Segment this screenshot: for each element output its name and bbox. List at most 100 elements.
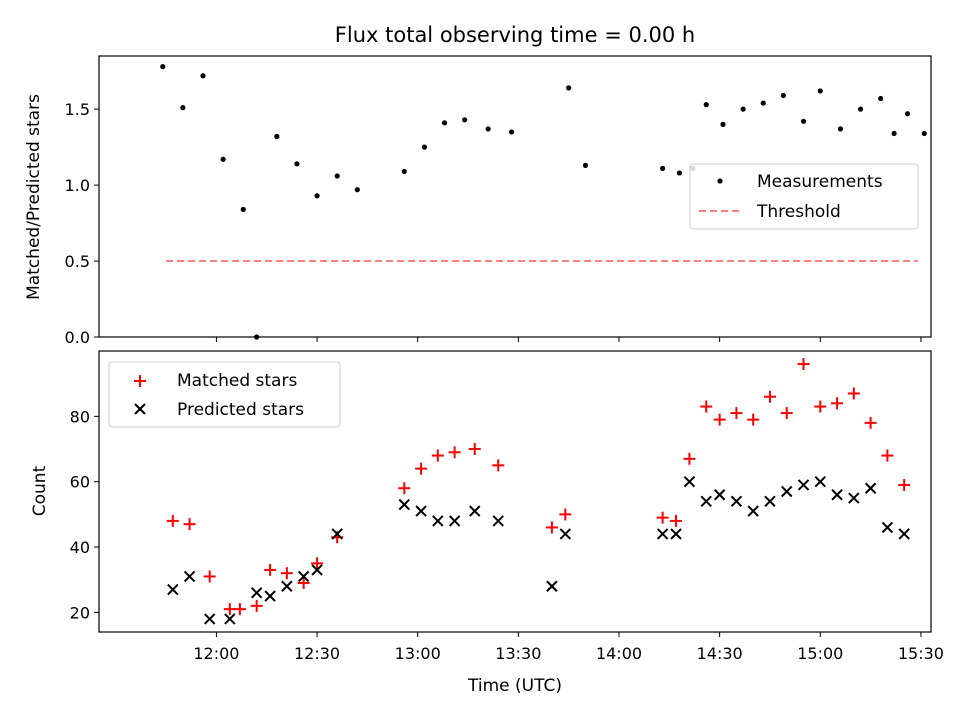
measurement-point — [720, 121, 726, 127]
measurement-point — [274, 133, 280, 140]
predicted-star-point — [250, 587, 263, 599]
matched-star-point — [814, 400, 827, 413]
predicted-star-point — [898, 528, 910, 540]
predicted-star-point — [331, 528, 343, 540]
matched-star-point — [203, 570, 216, 583]
bottom-y-tick-label: 20 — [70, 603, 90, 622]
matched-star-point — [881, 449, 894, 462]
predicted-star-point — [764, 495, 776, 508]
matched-star-point — [831, 397, 844, 410]
measurement-point — [780, 92, 786, 99]
measurement-point — [509, 129, 515, 135]
matched-star-point — [898, 478, 911, 491]
predicted-star-point — [297, 570, 310, 583]
matched-star-point — [280, 567, 293, 580]
predicted-star-point — [670, 528, 682, 540]
measurement-point — [660, 165, 666, 171]
matched-star-point — [847, 387, 860, 400]
predicted-star-point — [814, 475, 826, 488]
measurement-point — [740, 106, 746, 112]
measurement-point — [441, 120, 448, 126]
x-tick-label: 12:30 — [294, 644, 340, 663]
predicted-star-point — [683, 475, 696, 488]
predicted-star-point — [747, 505, 759, 517]
measurement-point — [891, 130, 897, 137]
matched-star-point — [656, 511, 669, 524]
x-tick-label: 14:00 — [596, 644, 642, 663]
x-tick-label: 15:00 — [797, 644, 843, 663]
predicted-star-point — [167, 583, 179, 596]
predicted-star-point — [848, 492, 860, 504]
matched-star-point — [250, 599, 263, 612]
predicted-star-point — [469, 505, 481, 517]
measurement-point — [180, 105, 186, 111]
measurement-point — [760, 100, 766, 106]
predicted-star-point — [700, 495, 712, 508]
bottom-panel: Count 20 40 60 80 12:00 12:30 13:00 13:30 14:00… — [30, 350, 944, 696]
x-tick-label: 15:30 — [898, 644, 944, 663]
matched-star-point — [763, 390, 776, 403]
x-tick-label: 14:30 — [697, 644, 743, 663]
measurement-point — [837, 126, 844, 132]
predicted-star-point — [224, 613, 236, 625]
measurement-point — [462, 117, 468, 123]
matched-star-point — [311, 557, 324, 570]
legend-measurements-marker — [717, 178, 723, 184]
predicted-star-point — [831, 489, 843, 501]
predicted-star-point — [730, 495, 743, 508]
predicted-star-point — [281, 580, 293, 592]
measurement-point — [294, 161, 300, 167]
legend-predicted-marker — [134, 403, 146, 415]
measurement-point — [566, 85, 572, 91]
bottom-legend: Matched stars Predicted stars — [108, 361, 341, 428]
bottom-y-tick-label: 40 — [70, 538, 90, 557]
matched-star-point — [415, 462, 428, 475]
measurement-point — [921, 130, 927, 137]
matched-star-point — [670, 514, 683, 527]
bottom-y-tick-label: 60 — [70, 473, 90, 492]
x-tick-label: 13:30 — [495, 644, 541, 663]
matched-star-point — [730, 407, 743, 420]
top-y-ticks: 0.0 0.5 1.0 1.5 — [65, 100, 99, 347]
predicted-star-point — [415, 505, 427, 517]
predicted-star-point — [398, 498, 410, 511]
predicted-star-point — [432, 515, 444, 527]
matched-star-point — [545, 521, 558, 534]
matched-star-point — [713, 413, 726, 426]
x-axis-label: Time (UTC) — [467, 676, 562, 696]
measurement-point — [878, 95, 884, 102]
bottom-legend-box — [108, 361, 341, 428]
legend-matched-marker — [134, 375, 146, 387]
matched-star-point — [683, 452, 696, 465]
measurement-point — [817, 88, 823, 94]
matched-star-point — [780, 407, 793, 420]
matched-star-point — [700, 400, 713, 413]
top-plot-marks — [160, 64, 927, 340]
bottom-plot-marks — [166, 358, 911, 625]
bottom-y-tick-label: 80 — [70, 407, 90, 426]
legend-threshold-label: Threshold — [756, 202, 841, 222]
predicted-star-point — [311, 564, 323, 576]
top-y-tick-label: 1.5 — [65, 100, 90, 119]
measurement-point — [421, 144, 428, 150]
predicted-star-point — [546, 580, 558, 592]
predicted-star-point — [656, 528, 669, 540]
measurement-point — [582, 162, 589, 168]
measurement-point — [703, 102, 709, 108]
matched-star-point — [297, 576, 310, 589]
matched-star-point — [797, 358, 810, 371]
predicted-star-point — [559, 528, 572, 540]
top-y-tick-label: 0.5 — [65, 252, 90, 271]
predicted-star-point — [864, 482, 877, 494]
top-legend: Measurements Threshold — [689, 163, 919, 230]
predicted-star-point — [781, 485, 793, 498]
predicted-star-point — [183, 570, 196, 583]
figure-title: Flux total observing time = 0.00 h — [335, 23, 695, 47]
measurement-point — [800, 118, 807, 124]
measurement-point — [334, 173, 340, 179]
matched-star-point — [448, 446, 461, 459]
measurement-point — [857, 106, 864, 112]
matched-star-point — [492, 459, 505, 472]
predicted-star-point — [492, 515, 504, 527]
